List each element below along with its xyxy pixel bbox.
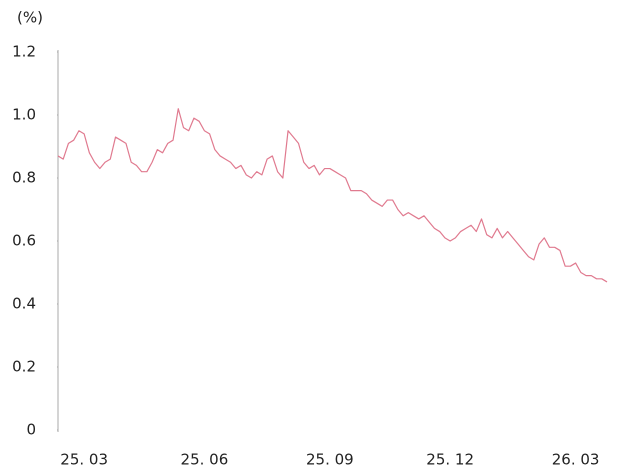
y-tick-label: 0.2 xyxy=(12,358,36,376)
y-tick-label: 0.6 xyxy=(12,232,36,250)
y-tick-label: 0.8 xyxy=(12,169,36,187)
x-tick-label: 25. 06 xyxy=(181,451,229,469)
line xyxy=(57,108,608,283)
y-tick-label: 0.4 xyxy=(12,295,36,313)
x-tick-label: 26. 03 xyxy=(552,451,600,469)
y-tick-label: 1.0 xyxy=(12,106,36,124)
y-axis-label: (%) xyxy=(17,9,43,27)
x-tick-label: 25. 03 xyxy=(60,451,108,469)
y-tick-label: 1.2 xyxy=(12,43,36,61)
x-tick-label: 25. 09 xyxy=(306,451,354,469)
y-tick-label: 0 xyxy=(26,421,36,439)
x-tick-label: 25. 12 xyxy=(426,451,474,469)
